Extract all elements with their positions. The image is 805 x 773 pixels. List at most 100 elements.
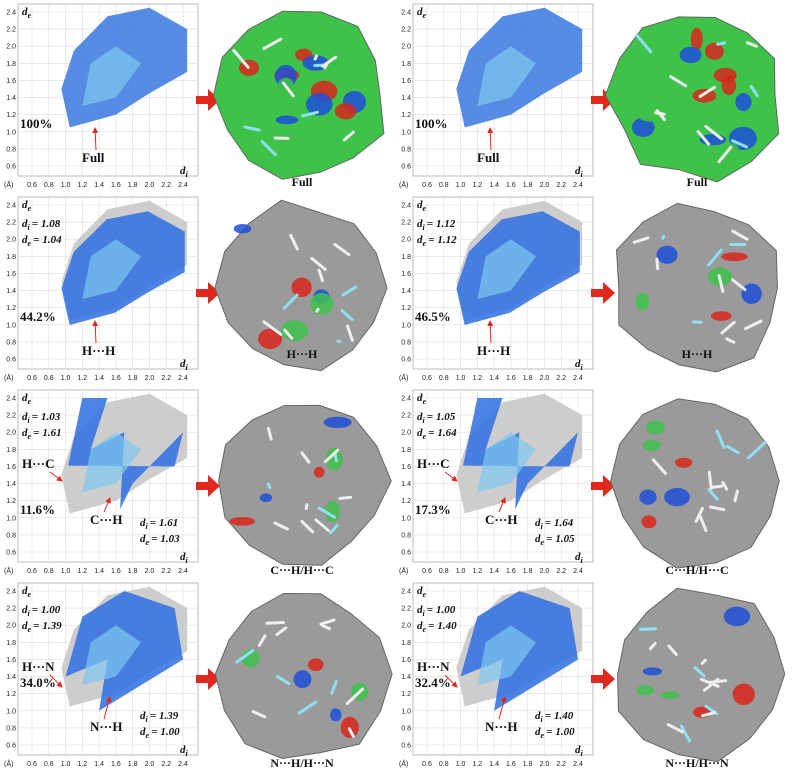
x-tick-label: 1.0 (456, 375, 466, 382)
x-tick-label: 1.8 (128, 182, 138, 189)
molecule-bond (323, 448, 340, 464)
subscript: i (581, 170, 584, 179)
molecule-bond (693, 666, 706, 678)
value: 1.08 (41, 218, 61, 230)
symbol: d (22, 218, 28, 230)
value: 1.40 (554, 710, 574, 722)
value: 1.40 (437, 620, 457, 632)
coordinate: di = 1.00 (417, 604, 456, 618)
symbol: d (180, 551, 186, 563)
y-tick-label: 1.4 (401, 481, 411, 488)
value: 1.61 (42, 427, 61, 439)
panel-arrow (196, 668, 220, 690)
y-tick-label: 1.2 (6, 305, 16, 312)
molecule-bond (746, 440, 767, 460)
partial-cloud (463, 398, 578, 510)
pointer-arrow (444, 674, 458, 688)
x-tick-label: 1.0 (456, 761, 466, 768)
molecule-bond (300, 451, 311, 464)
pointer-arrow (487, 127, 494, 151)
molecule-bond (273, 521, 289, 531)
x-tick-label: 0.6 (27, 182, 37, 189)
x-tick-label: 1.0 (61, 182, 71, 189)
percent: 32.4% (415, 675, 451, 690)
surface-patch (732, 683, 755, 706)
molecule-bond (654, 111, 666, 116)
cloud-core (82, 239, 142, 300)
panel-arrow (591, 282, 615, 304)
surface-patch (690, 27, 703, 51)
y-tick-label: 1.2 (6, 498, 16, 505)
molecule-bond (289, 233, 299, 251)
x-tick-label: 1.2 (472, 182, 482, 189)
y-tick-label: 0.8 (401, 339, 411, 346)
equals: = (151, 533, 157, 545)
y-tick-label: 2.0 (401, 44, 411, 51)
y-tick-label: 2.4 (401, 10, 411, 17)
y-tick-label: 1.0 (6, 322, 16, 329)
x-axis-label: di (575, 551, 584, 565)
molecule-bond (275, 675, 291, 686)
surface-patch (704, 42, 724, 60)
value: 1.00 (160, 726, 180, 738)
unit: (Å) (4, 373, 13, 382)
y-tick-label: 1.6 (401, 271, 411, 278)
x-tick-label: 2.4 (573, 375, 583, 382)
subscript: e (423, 590, 427, 599)
coordinate: de = 1.61 (22, 427, 62, 441)
y-tick-label: 1.6 (401, 464, 411, 471)
x-tick-label: 1.8 (128, 568, 138, 575)
y-tick-label: 2.2 (6, 220, 16, 227)
y-tick-label: 1.0 (401, 129, 411, 136)
surface-patch (735, 93, 752, 112)
subscript: i (186, 363, 189, 372)
subscript: e (28, 397, 32, 406)
y-tick-label: 1.0 (401, 322, 411, 329)
x-tick-label: 0.6 (422, 761, 432, 768)
x-tick-label: 1.8 (523, 182, 533, 189)
hirshfeld-surface (218, 404, 392, 566)
surface-patch (291, 277, 312, 298)
molecule-bond (679, 724, 692, 743)
surface-patch (710, 311, 732, 321)
molecule-bond (340, 309, 354, 322)
unit: (Å) (4, 566, 13, 575)
y-tick-label: 1.6 (6, 464, 16, 471)
unit: (Å) (399, 373, 408, 382)
x-tick-label: 2.4 (178, 182, 188, 189)
surface-patch (310, 292, 334, 316)
subscript: e (28, 204, 32, 213)
pointer-label: H···C (22, 456, 55, 471)
symbol: d (535, 533, 541, 545)
x-tick-label: 2.0 (145, 761, 155, 768)
panel: 0.6 0.8 1.0 1.2 1.4 1.6 1.8 2.0 2.2 2.4 0.6 0.8 1.0 1… (4, 196, 388, 382)
molecule-bond (717, 145, 733, 164)
molecule-bond (330, 680, 338, 695)
y-tick-label: 2.2 (6, 27, 16, 34)
y-tick-label: 0.8 (6, 146, 16, 153)
surface-patch (334, 103, 357, 120)
x-tick-label: 0.6 (422, 182, 432, 189)
x-tick-label: 2.0 (145, 182, 155, 189)
subscript: i (28, 416, 31, 425)
surface-patch (675, 457, 693, 468)
panel: 0.6 0.8 1.0 1.2 1.4 1.6 1.8 2.0 2.2 2.4 0.6 0.8 1.0 1… (399, 582, 786, 770)
y-tick-label: 2.0 (401, 237, 411, 244)
y-tick-label: 1.8 (401, 640, 411, 647)
symbol: d (22, 427, 28, 439)
value: 1.03 (41, 411, 61, 423)
symbol: d (180, 744, 186, 756)
value: 1.05 (555, 533, 575, 545)
y-tick-label: 2.2 (401, 413, 411, 420)
x-tick-label: 1.2 (77, 568, 87, 575)
pointer-label: Full (82, 150, 105, 165)
subscript: e (28, 432, 32, 441)
surface-patch (635, 292, 650, 311)
coordinate: de = 1.12 (417, 234, 457, 248)
coordinate: di = 1.39 (140, 710, 179, 724)
surface-patch (713, 67, 737, 83)
subscript: i (541, 715, 544, 724)
value: 1.64 (437, 427, 457, 439)
y-tick-label: 1.0 (401, 515, 411, 522)
x-tick-label: 1.2 (77, 182, 87, 189)
